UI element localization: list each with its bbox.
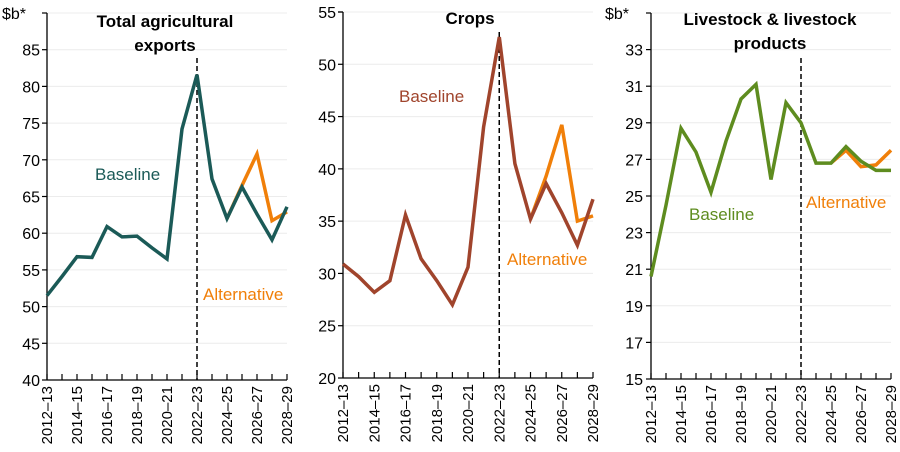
y-tick-label: 17 — [625, 335, 643, 352]
chart-panel-1: 20 25 30 35 40 45 50 55 2012–13 2014–15 2016–17 201… — [318, 5, 602, 442]
y-tick-label: 80 — [22, 79, 40, 96]
x-tick-label: 2022–23 — [189, 386, 206, 444]
x-tick-label: 2020–21 — [159, 386, 176, 444]
x-tick-label: 2028–29 — [883, 385, 900, 443]
chart-title: Crops — [445, 9, 494, 28]
y-tick-label: 21 — [625, 262, 643, 279]
x-tick-label: 2022–23 — [491, 384, 508, 442]
y-tick-label: 27 — [625, 152, 643, 169]
series-label-alternative: Alternative — [806, 193, 886, 212]
y-tick-label: 30 — [318, 266, 336, 283]
y-tick-label: 15 — [625, 372, 643, 389]
x-tick-label: 2024–25 — [823, 385, 840, 443]
y-tick-label: 70 — [22, 153, 40, 170]
x-tick-label: 2014–15 — [366, 384, 383, 442]
x-tick-label: 2016–17 — [398, 384, 415, 442]
y-tick-label: 35 — [318, 214, 336, 231]
x-tick-label: 2012–13 — [335, 384, 352, 442]
series-line-baseline — [649, 80, 891, 277]
y-tick-label: 65 — [22, 190, 40, 207]
x-tick-label: 2012–13 — [39, 386, 56, 444]
x-tick-label: 2020–21 — [763, 385, 780, 443]
x-tick-label: 2016–17 — [99, 386, 116, 444]
x-tick-label: 2018–19 — [733, 385, 750, 443]
series-label-alternative: Alternative — [507, 250, 587, 269]
y-tick-label: 60 — [22, 226, 40, 243]
x-tick-label: 2026–27 — [249, 386, 266, 444]
y-tick-label: 25 — [625, 189, 643, 206]
series-label-baseline: Baseline — [95, 165, 160, 184]
y-tick-label: 45 — [22, 336, 40, 353]
series-label-baseline: Baseline — [399, 87, 464, 106]
x-tick-label: 2012–13 — [643, 385, 660, 443]
x-tick-label: 2018–19 — [129, 386, 146, 444]
series-line-baseline — [45, 74, 289, 297]
x-tick-label: 2028–29 — [585, 384, 602, 442]
series-label-alternative: Alternative — [203, 285, 283, 304]
x-tick-label: 2022–23 — [793, 385, 810, 443]
y-tick-label: 75 — [22, 116, 40, 133]
chart-panel-2: 15 17 19 21 23 25 27 29 31 33 $b* 2012–13 2014–15 201… — [605, 6, 900, 443]
y-tick-label: 31 — [625, 79, 643, 96]
x-tick-label: 2016–17 — [703, 385, 720, 443]
y-tick-label: 50 — [22, 300, 40, 317]
x-tick-label: 2026–27 — [853, 385, 870, 443]
x-tick-label: 2014–15 — [673, 385, 690, 443]
chart-panel-0: 40 45 50 55 60 65 70 75 80 85 $b* 2012–13 2014–15 201… — [2, 6, 296, 444]
x-tick-label: 2020–21 — [460, 384, 477, 442]
x-tick-label: 2014–15 — [69, 386, 86, 444]
x-tick-label: 2024–25 — [219, 386, 236, 444]
chart-title: exports — [134, 36, 195, 55]
y-axis-label: $b* — [2, 6, 26, 23]
x-tick-label: 2028–29 — [279, 386, 296, 444]
y-tick-label: 50 — [318, 57, 336, 74]
y-tick-label: 45 — [318, 110, 336, 127]
y-tick-label: 29 — [625, 116, 643, 133]
x-tick-label: 2018–19 — [429, 384, 446, 442]
y-tick-label: 40 — [318, 162, 336, 179]
y-tick-label: 33 — [625, 43, 643, 60]
y-tick-label: 23 — [625, 226, 643, 243]
y-tick-label: 25 — [318, 319, 336, 336]
y-tick-label: 85 — [22, 43, 40, 60]
y-tick-label: 40 — [22, 373, 40, 390]
y-axis-label: $b* — [605, 6, 629, 23]
x-tick-label: 2026–27 — [554, 384, 571, 442]
series-line-alternative — [528, 124, 594, 224]
chart-title: Livestock & livestock — [684, 10, 857, 29]
chart-title: products — [734, 34, 807, 53]
y-tick-label: 19 — [625, 299, 643, 316]
y-tick-label: 55 — [318, 5, 336, 22]
y-tick-label: 55 — [22, 263, 40, 280]
series-label-baseline: Baseline — [689, 205, 754, 224]
x-tick-label: 2024–25 — [523, 384, 540, 442]
chart-title: Total agricultural — [97, 12, 234, 31]
y-tick-label: 20 — [318, 371, 336, 388]
